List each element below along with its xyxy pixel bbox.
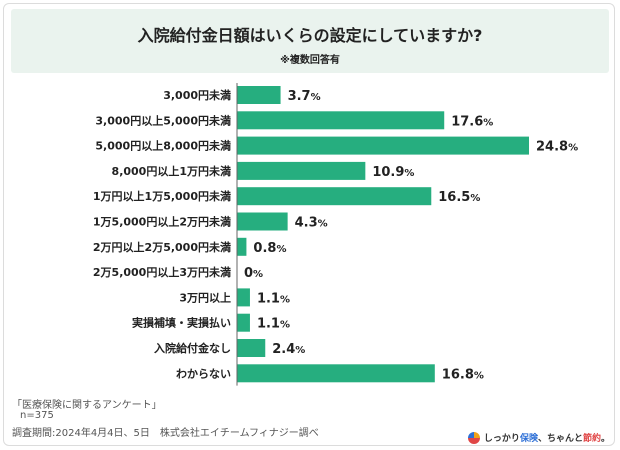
bar — [237, 212, 288, 231]
bar — [237, 187, 432, 206]
category-label: わからない — [176, 367, 231, 380]
category-label: 入院給付金なし — [154, 341, 231, 355]
value-label: 24.8% — [536, 140, 578, 155]
value-label: 0% — [244, 266, 263, 281]
value-label: 1.1% — [257, 291, 290, 306]
value-label: 0.8% — [253, 241, 286, 256]
footer-period: 調査期間:2024年4月4日、5日 株式会社エイチームフィナジー調べ — [12, 428, 319, 439]
category-label: 2万5,000円以上3万円未満 — [93, 265, 231, 279]
category-label: 3万円以上 — [179, 290, 231, 304]
category-label: 実損補填・実損払い — [132, 316, 231, 330]
category-label: 2万円以上2万5,000円未満 — [93, 240, 231, 254]
bar — [237, 111, 445, 130]
footer-source: 「医療保険に関するアンケート」 — [12, 400, 162, 411]
title-box: 入院給付金日額はいくらの設定にしていますか? ※複数回答有 — [11, 9, 609, 73]
bar — [237, 364, 435, 383]
chart-title: 入院給付金日額はいくらの設定にしていますか? — [137, 26, 483, 45]
category-label: 1万円以上1万5,000円未満 — [93, 189, 231, 203]
brand-logo-icon — [467, 431, 480, 444]
value-label: 10.9% — [372, 165, 414, 180]
bar — [237, 86, 281, 104]
footer-sample: n=375 — [20, 410, 54, 421]
bar — [237, 161, 366, 180]
value-label: 2.4% — [272, 342, 305, 357]
value-label: 16.8% — [442, 367, 484, 382]
brand-text-3: 、ちゃんと — [537, 434, 583, 444]
bar — [237, 237, 247, 256]
category-label: 3,000円未満 — [163, 88, 231, 102]
bar — [237, 313, 250, 332]
category-label: 5,000円以上8,000円未満 — [95, 139, 231, 153]
value-label: 3.7% — [288, 89, 321, 104]
category-label: 1万5,000円以上2万円未満 — [93, 215, 231, 229]
value-label: 1.1% — [257, 317, 290, 332]
category-label: 3,000円以上5,000円未満 — [95, 113, 231, 127]
value-label: 4.3% — [295, 216, 328, 231]
category-label: 8,000円以上1万円未満 — [112, 164, 231, 178]
bar — [237, 288, 250, 307]
brand-text-5: 。 — [600, 434, 610, 444]
brand-logo: しっかり 保険 、ちゃんと 節約 。 — [467, 431, 610, 444]
brand-text-4: 節約 — [582, 434, 601, 444]
bar — [237, 136, 529, 155]
chart-subtitle: ※複数回答有 — [280, 55, 340, 66]
chart-frame — [3, 3, 615, 446]
bar — [237, 339, 266, 357]
brand-text-1: しっかり — [483, 434, 520, 444]
brand-text-2: 保険 — [519, 434, 538, 444]
value-label: 17.6% — [451, 114, 493, 129]
value-label: 16.5% — [438, 190, 480, 205]
